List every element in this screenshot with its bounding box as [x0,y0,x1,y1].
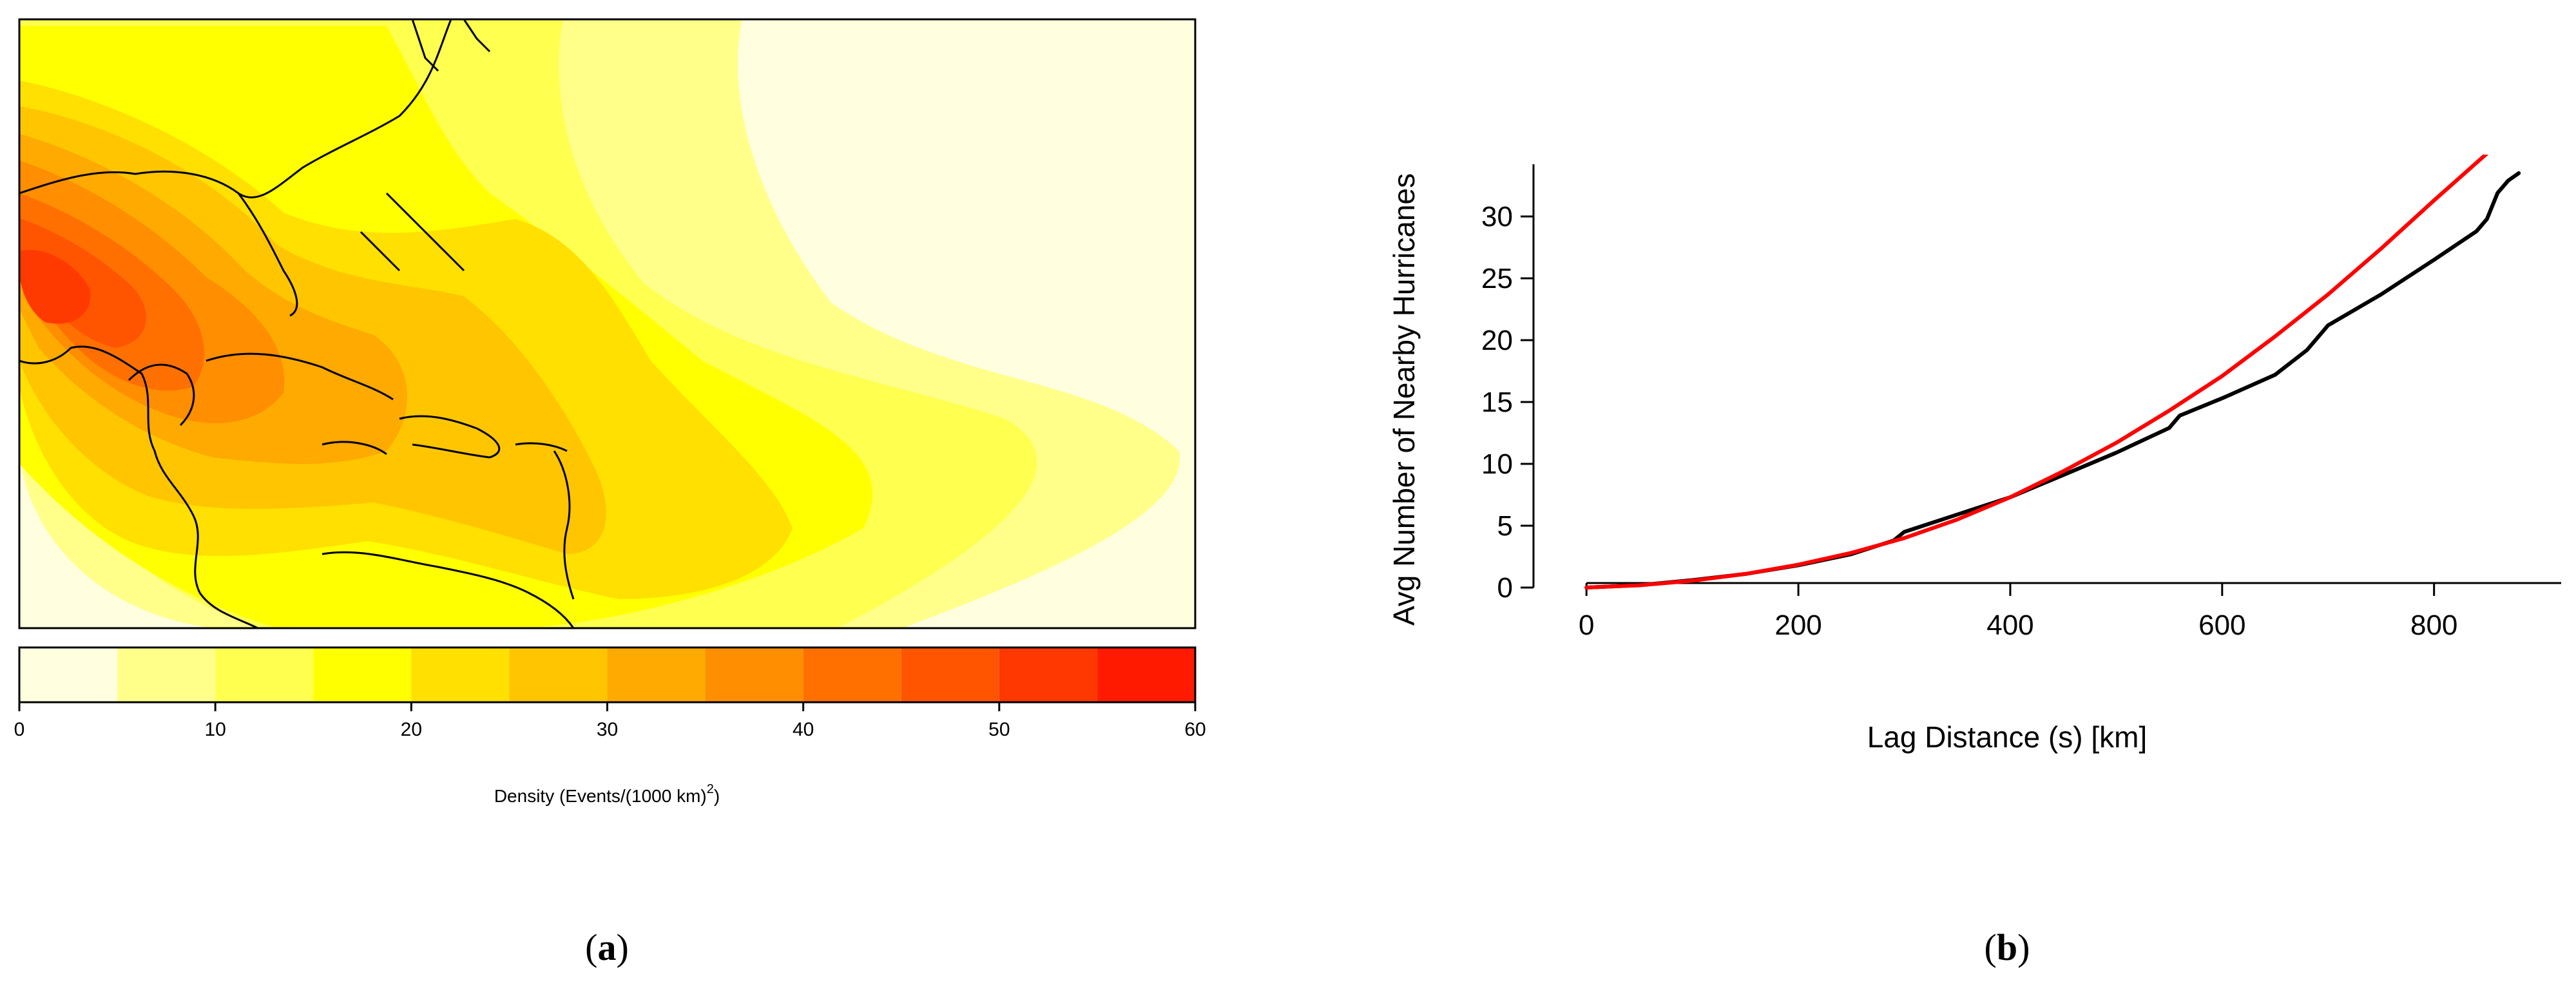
y-tick-label: 15 [1481,387,1513,418]
density-map [19,19,1195,628]
x-tick-label: 800 [2410,609,2457,641]
panel-a-label: (a) [585,926,629,968]
panel-b-label: (b) [1985,926,2030,968]
axes: 0 200 400 600 800 0 5 10 15 20 25 30 [1481,164,2561,641]
colorbar-bin [803,647,901,702]
y-tick-label: 0 [1497,572,1513,604]
colorbar-bin [509,647,608,702]
colorbar-bin [19,647,118,702]
x-axis-title: Lag Distance (s) [km] [1867,720,2148,754]
x-tick-label: 400 [1986,609,2033,641]
colorbar [18,646,1197,704]
colorbar-tick-label: 50 [988,719,1010,740]
series-line-1 [1584,171,2521,589]
colorbar-tick-label: 60 [1184,719,1206,740]
colorbar-ticks: 0 10 20 30 40 50 60 [14,702,1206,740]
y-tick-label: 20 [1481,325,1513,356]
panel-a: 0 10 20 30 40 50 60 Density (Events/(1000 km)2… [14,18,1206,968]
x-tick-label: 0 [1579,609,1594,641]
density-level-50 [19,250,91,324]
colorbar-tick-label: 10 [204,719,226,740]
colorbar-bin [411,647,510,702]
colorbar-bin [117,647,216,702]
colorbar-bin [607,647,706,702]
colorbar-tick-label: 0 [14,719,25,740]
coastline [19,19,575,628]
series-line-2 [1584,155,2489,589]
colorbar-bin [901,647,999,702]
colorbar-bin [999,647,1097,702]
colorbar-title: Density (Events/(1000 km)2) [494,782,720,806]
colorbar-bin [705,647,803,702]
x-tick-label: 600 [2198,609,2245,641]
colorbar-bin [1097,647,1195,702]
colorbar-tick-label: 20 [401,719,422,740]
colorbar-tick-label: 30 [597,719,618,740]
y-tick-label: 30 [1481,201,1513,233]
colorbar-bin [215,647,314,702]
map-border [18,18,1197,629]
colorbar-tick-label: 40 [793,719,814,740]
series-lines [1584,155,2521,589]
y-tick-label: 5 [1497,510,1513,542]
panel-b: 0 200 400 600 800 0 5 10 15 20 25 30 Lag Distance (… [1387,155,2561,968]
y-tick-label: 25 [1481,263,1513,294]
colorbar-bin [313,647,412,702]
x-tick-label: 200 [1774,609,1821,641]
y-tick-label: 10 [1481,448,1513,480]
y-axis-title: Avg Number of Nearby Hurricanes [1387,173,1421,626]
